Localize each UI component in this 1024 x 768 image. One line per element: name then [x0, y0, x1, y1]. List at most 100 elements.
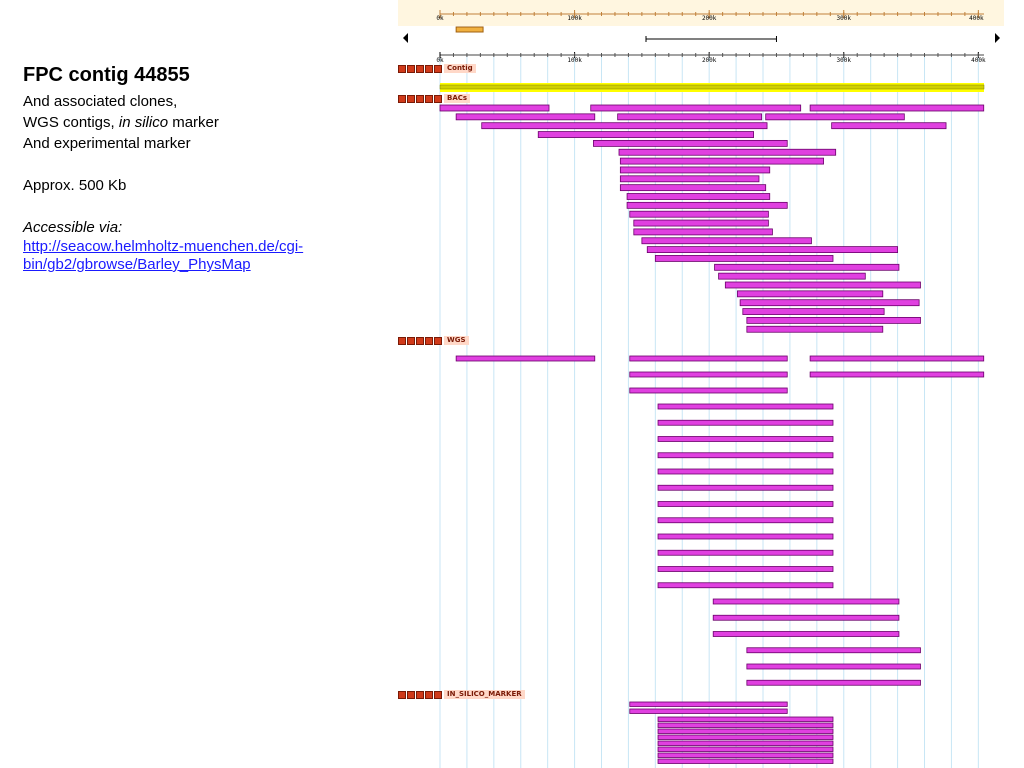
track-close-icon[interactable] — [407, 690, 415, 699]
bac-clone-bar[interactable] — [626, 193, 771, 200]
wgs-contig-bar[interactable] — [746, 663, 921, 670]
wgs-contig-bar[interactable] — [657, 533, 834, 540]
bac-clone-bar[interactable] — [619, 166, 771, 174]
bac-clone-bar[interactable] — [629, 210, 769, 218]
bac-clone-bar[interactable] — [617, 113, 763, 121]
ruler-tick-label: 100k — [567, 57, 582, 64]
bac-clone-bar[interactable] — [590, 104, 802, 112]
wgs-contig-bar[interactable] — [712, 631, 900, 637]
bac-clone-bar[interactable] — [831, 122, 947, 130]
wgs-contig-bar[interactable] — [712, 614, 900, 621]
bac-clone-bar[interactable] — [654, 255, 834, 262]
bac-clone-bar[interactable] — [737, 290, 884, 298]
in-silico-marker-bar[interactable] — [657, 734, 834, 740]
in-silico-marker-bar[interactable] — [657, 758, 834, 764]
wgs-contig-bar[interactable] — [629, 387, 788, 394]
bac-clone-bar[interactable] — [765, 113, 905, 121]
wgs-contig-bar[interactable] — [657, 419, 834, 426]
wgs-contig-bar[interactable] — [657, 549, 834, 556]
overview-selection-box[interactable] — [455, 26, 484, 33]
bac-clone-bar[interactable] — [633, 228, 773, 236]
track-expand-icon[interactable] — [434, 336, 442, 345]
notes-line-wgs-pre: WGS contigs, — [23, 114, 119, 131]
bac-clone-bar[interactable] — [619, 157, 824, 165]
track-help-icon[interactable] — [425, 690, 433, 699]
wgs-contig-bar[interactable] — [657, 501, 834, 507]
bac-clone-bar[interactable] — [724, 281, 921, 289]
scroll-left-arrow-icon[interactable] — [403, 33, 408, 43]
in-silico-marker-bar[interactable] — [657, 728, 834, 734]
gbrowse-link[interactable]: http://seacow.helmholtz-muenchen.de/cgi-… — [23, 238, 304, 273]
scroll-right-arrow-icon[interactable] — [995, 33, 1000, 43]
notes-access-label: Accessible via: — [23, 217, 363, 238]
wgs-contig-bar[interactable] — [657, 403, 834, 410]
bac-clone-bar[interactable] — [746, 325, 884, 333]
wgs-contig-bar[interactable] — [657, 582, 834, 589]
track-expand-icon[interactable] — [434, 94, 442, 103]
wgs-contig-bar[interactable] — [746, 679, 921, 686]
track-minus-icon[interactable] — [398, 690, 406, 699]
in-silico-marker-bar[interactable] — [629, 701, 788, 707]
track-header-in-silico-marker: IN_SILICO_MARKER — [398, 690, 525, 699]
slide-title: FPC contig 44855 — [23, 64, 190, 86]
wgs-contig-bar[interactable] — [746, 647, 921, 654]
wgs-contig-bar[interactable] — [455, 355, 596, 362]
overview-tick-label: 0k — [436, 15, 444, 22]
bac-clone-bar[interactable] — [714, 263, 900, 271]
track-minus-icon[interactable] — [398, 336, 406, 345]
wgs-contig-bar[interactable] — [809, 355, 985, 362]
in-silico-marker-bar[interactable] — [657, 746, 834, 752]
track-share-icon[interactable] — [416, 336, 424, 345]
track-share-icon[interactable] — [416, 690, 424, 699]
bac-clone-bar[interactable] — [593, 139, 788, 147]
bac-clone-bar[interactable] — [481, 122, 768, 130]
bac-clone-bar[interactable] — [618, 148, 837, 156]
track-close-icon[interactable] — [407, 94, 415, 103]
bac-clone-bar[interactable] — [619, 175, 760, 183]
wgs-contig-bar[interactable] — [657, 468, 834, 475]
track-name-contig: Contig — [444, 64, 476, 73]
overview-tick-label: 400k — [969, 15, 984, 22]
in-silico-marker-bar[interactable] — [657, 752, 834, 758]
track-minus-icon[interactable] — [398, 94, 406, 103]
track-help-icon[interactable] — [425, 336, 433, 345]
track-help-icon[interactable] — [425, 94, 433, 103]
track-expand-icon[interactable] — [434, 64, 442, 73]
bac-clone-bar[interactable] — [739, 299, 920, 307]
wgs-contig-bar[interactable] — [629, 371, 788, 378]
bac-clone-bar[interactable] — [646, 246, 898, 254]
wgs-contig-bar[interactable] — [657, 566, 834, 572]
track-expand-icon[interactable] — [434, 690, 442, 699]
in-silico-marker-bar[interactable] — [629, 708, 788, 714]
bac-clone-bar[interactable] — [439, 104, 550, 112]
in-silico-marker-bar[interactable] — [657, 716, 834, 722]
track-share-icon[interactable] — [416, 94, 424, 103]
track-name-bacs: BACs — [444, 94, 471, 103]
in-silico-marker-bar[interactable] — [657, 740, 834, 746]
bac-clone-bar[interactable] — [633, 219, 769, 227]
ruler-tick-label: 300k — [837, 57, 852, 64]
wgs-contig-bar[interactable] — [657, 484, 834, 491]
wgs-contig-bar[interactable] — [809, 371, 985, 378]
bac-clone-bar[interactable] — [718, 272, 866, 280]
bac-clone-bar[interactable] — [626, 201, 788, 209]
bac-clone-bar[interactable] — [641, 237, 812, 245]
contig-bar[interactable] — [439, 84, 985, 90]
bac-clone-bar[interactable] — [742, 308, 885, 315]
bac-clone-bar[interactable] — [537, 131, 754, 138]
track-close-icon[interactable] — [407, 336, 415, 345]
bac-clone-bar[interactable] — [746, 316, 921, 324]
wgs-contig-bar[interactable] — [657, 452, 834, 459]
wgs-contig-bar[interactable] — [657, 517, 834, 524]
wgs-contig-bar[interactable] — [629, 355, 788, 362]
in-silico-marker-bar[interactable] — [657, 722, 834, 728]
track-help-icon[interactable] — [425, 64, 433, 73]
track-minus-icon[interactable] — [398, 64, 406, 73]
track-share-icon[interactable] — [416, 64, 424, 73]
bac-clone-bar[interactable] — [809, 104, 985, 112]
bac-clone-bar[interactable] — [455, 113, 596, 121]
wgs-contig-bar[interactable] — [712, 598, 900, 605]
wgs-contig-bar[interactable] — [657, 436, 834, 442]
track-close-icon[interactable] — [407, 64, 415, 73]
bac-clone-bar[interactable] — [619, 184, 767, 192]
